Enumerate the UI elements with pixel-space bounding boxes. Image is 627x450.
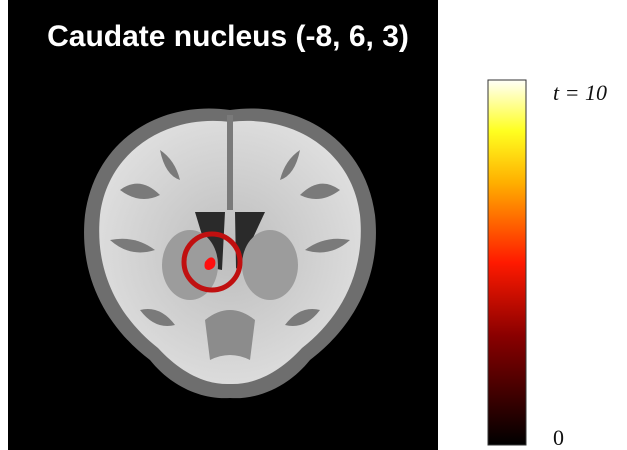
colorbar-label: 0	[553, 425, 564, 450]
colorbar	[488, 80, 526, 445]
figure: Caudate nucleus (-8, 6, 3) 0 t = 10	[0, 0, 627, 450]
colorbar-label: t = 10	[553, 80, 607, 105]
page: Caudate nucleus (-8, 6, 3) 0t = 10 (() =…	[0, 0, 627, 450]
title: Caudate nucleus (-8, 6, 3)	[47, 20, 409, 53]
